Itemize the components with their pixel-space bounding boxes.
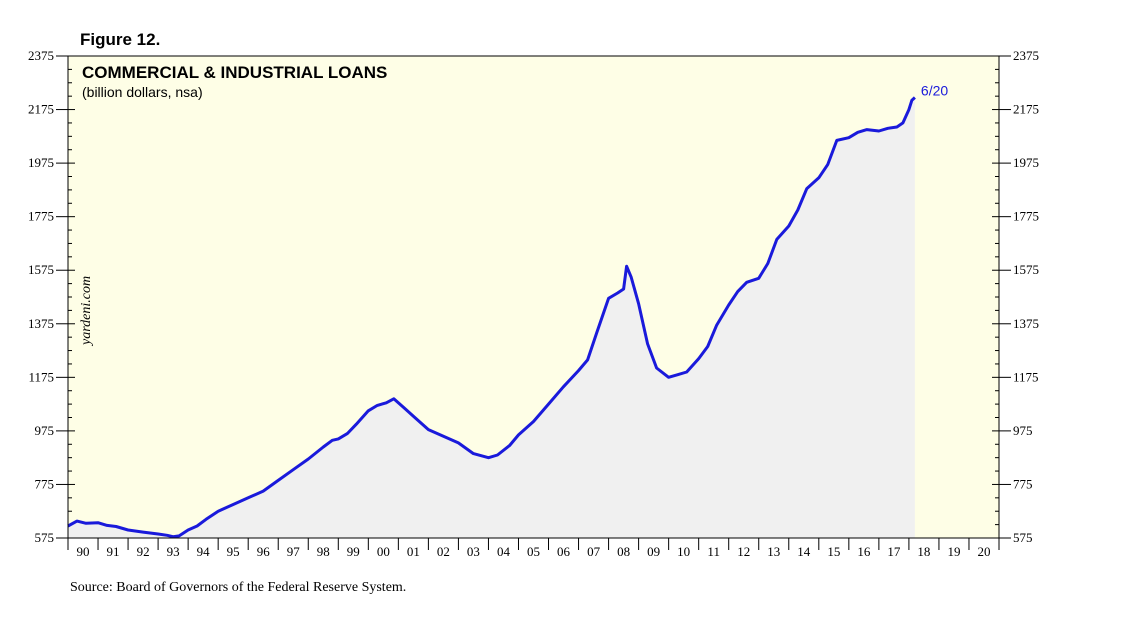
x-tick-label: 02	[437, 544, 450, 559]
x-tick-label: 03	[467, 544, 480, 559]
y-tick-label-right: 975	[1013, 423, 1033, 438]
y-tick-label-left: 575	[35, 530, 55, 545]
chart-subtitle: (billion dollars, nsa)	[82, 84, 203, 100]
x-tick-label: 15	[827, 544, 840, 559]
x-tick-label: 91	[107, 544, 120, 559]
x-tick-label: 06	[557, 544, 571, 559]
x-tick-label: 19	[947, 544, 960, 559]
watermark: yardeni.com	[79, 276, 94, 347]
chart-title: COMMERCIAL & INDUSTRIAL LOANS	[82, 63, 387, 82]
y-tick-label-left: 1375	[28, 316, 54, 331]
x-tick-label: 13	[767, 544, 780, 559]
y-tick-label-right: 575	[1013, 530, 1033, 545]
x-tick-label: 09	[647, 544, 660, 559]
y-tick-label-left: 975	[35, 423, 55, 438]
x-tick-label: 18	[917, 544, 930, 559]
x-tick-label: 16	[857, 544, 871, 559]
x-tick-label: 04	[497, 544, 511, 559]
x-tick-label: 14	[797, 544, 811, 559]
x-tick-label: 94	[197, 544, 211, 559]
y-axis-left: 575 775 975 1175 1375 1575 1775 1975 2175 2375	[28, 48, 75, 545]
x-tick-label: 98	[317, 544, 330, 559]
area-fill	[68, 97, 915, 538]
x-tick-label: 00	[377, 544, 390, 559]
x-tick-label: 17	[887, 544, 901, 559]
y-tick-label-right: 775	[1013, 476, 1033, 491]
x-tick-label: 90	[77, 544, 90, 559]
x-tick-label: 05	[527, 544, 540, 559]
y-tick-label-right: 1775	[1013, 209, 1039, 224]
x-tick-label: 08	[617, 544, 630, 559]
y-tick-label-right: 1375	[1013, 316, 1039, 331]
x-tick-label: 97	[287, 544, 301, 559]
x-tick-label: 12	[737, 544, 750, 559]
x-tick-label: 99	[347, 544, 360, 559]
x-tick-label: 07	[587, 544, 601, 559]
x-tick-label: 11	[707, 544, 720, 559]
x-tick-label: 10	[677, 544, 690, 559]
x-tick-label: 01	[407, 544, 420, 559]
y-tick-label-right: 2175	[1013, 102, 1039, 117]
y-tick-label-left: 775	[35, 476, 55, 491]
y-tick-label-left: 1975	[28, 155, 54, 170]
figure-label: Figure 12.	[80, 30, 160, 49]
x-tick-label: 96	[257, 544, 271, 559]
y-tick-label-left: 1775	[28, 209, 54, 224]
y-tick-label-left: 2375	[28, 48, 54, 63]
y-tick-label-left: 1575	[28, 262, 54, 277]
y-tick-label-right: 1975	[1013, 155, 1039, 170]
y-tick-label-right: 1175	[1013, 369, 1039, 384]
x-axis: 90 91 92 93 94 95 96 97 98 99 00 01 02 03 04 05 06 07 08 09…	[67, 538, 1000, 559]
series-line	[67, 96, 916, 539]
source-note: Source: Board of Governors of the Federa…	[70, 580, 406, 595]
y-axis-right: 575 775 975 1175 1375 1575 1775 1975 2175 2375	[992, 48, 1039, 545]
end-value-label: 6/20	[921, 83, 948, 99]
x-tick-label: 92	[137, 544, 150, 559]
plot-frame	[67, 55, 1000, 539]
y-tick-label-right: 2375	[1013, 48, 1039, 63]
y-tick-label-left: 2175	[28, 102, 54, 117]
x-tick-label: 20	[977, 544, 990, 559]
y-tick-label-right: 1575	[1013, 262, 1039, 277]
y-tick-label-left: 1175	[28, 369, 54, 384]
x-tick-label: 95	[227, 544, 240, 559]
x-tick-label: 93	[167, 544, 180, 559]
